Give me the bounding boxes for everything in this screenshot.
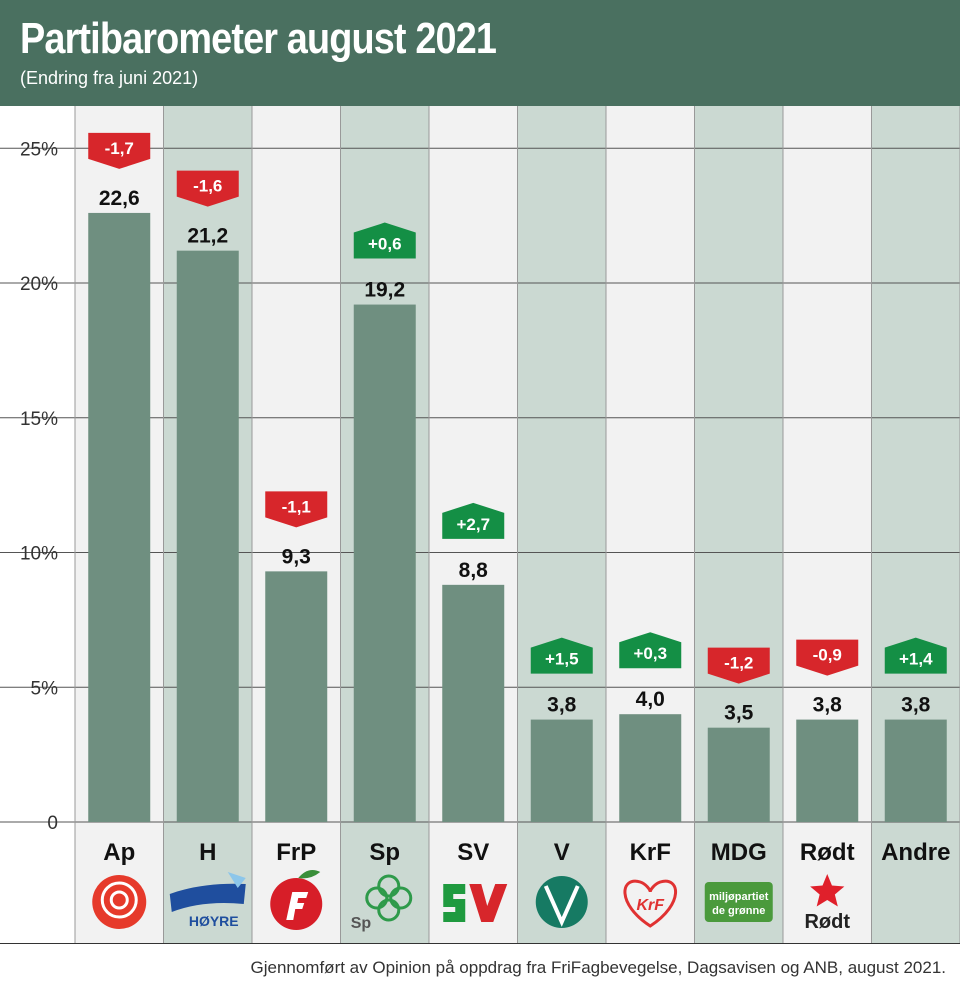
bar [88, 212, 151, 822]
bar [619, 714, 682, 822]
value-label: 4,0 [636, 688, 665, 711]
change-badge [707, 647, 770, 684]
y-tick-label: 10% [20, 544, 58, 565]
change-badge [88, 132, 151, 169]
rodt-star-icon: Rødt [804, 874, 850, 933]
sv-logo-icon [443, 884, 508, 922]
bar-chart: 0 5% 10% 15% 20% 25% 22,6 -1,7 Ap 21,2 -1,6 H 9,3 -1,… [0, 106, 960, 944]
category-label: Sp [369, 839, 400, 866]
change-label: +2,7 [456, 515, 490, 534]
category-label: V [554, 839, 570, 866]
change-label: +1,4 [899, 650, 933, 669]
sp-logo-text: Sp [351, 915, 372, 932]
bar [796, 719, 859, 822]
hoyre-flag [227, 872, 246, 888]
mdg-logo-icon: miljøpartiet de grønne [704, 882, 773, 922]
sp-clover-leaf [365, 886, 389, 910]
y-tick-label: 15% [20, 409, 58, 430]
change-label: +0,3 [633, 644, 667, 663]
category-label: Rødt [800, 839, 855, 866]
bar [884, 719, 947, 822]
ap-rose-icon [92, 875, 147, 929]
bar [265, 571, 328, 822]
change-label: -1,6 [193, 177, 222, 196]
change-label: -1,1 [282, 497, 311, 516]
hoyre-logo-icon: HØYRE [169, 872, 246, 929]
chart-header: Partibarometer august 2021 (Endring fra … [0, 0, 960, 106]
bar [707, 727, 770, 822]
change-label: -1,2 [724, 654, 753, 673]
change-badge [442, 502, 505, 539]
hoyre-wave [169, 883, 246, 912]
mdg-logo-box [704, 882, 773, 922]
hoyre-logo-text: HØYRE [189, 913, 239, 929]
value-label: 9,3 [282, 545, 311, 568]
y-tick-label: 20% [20, 274, 58, 295]
krf-logo-text: KrF [636, 897, 665, 914]
sp-clover-leaf [377, 874, 401, 898]
sp-clover-leaf [389, 886, 413, 910]
change-badge [884, 637, 947, 674]
frp-apple-f [286, 892, 309, 920]
krf-heart [623, 879, 677, 928]
y-tick-label: 5% [31, 678, 59, 699]
sv-logo-s [443, 884, 466, 922]
ap-rose-petal [100, 881, 138, 919]
chart-subtitle: (Endring fra juni 2021) [20, 68, 199, 88]
frp-apple-icon [270, 870, 323, 930]
category-label: MDG [711, 839, 767, 866]
bar [353, 304, 416, 822]
value-label: 3,5 [724, 702, 754, 725]
y-tick-label: 25% [20, 139, 58, 160]
change-badge [176, 170, 239, 207]
category-label: SV [457, 839, 489, 866]
change-label: +0,6 [368, 235, 402, 254]
value-label: 22,6 [99, 187, 140, 210]
source-note: Gjennomført av Opinion på oppdrag fra Fr… [250, 958, 946, 977]
venstre-v-icon [535, 876, 588, 928]
value-label: 3,8 [547, 694, 577, 717]
change-badge [796, 639, 859, 676]
value-label: 19,2 [364, 279, 405, 302]
category-label: FrP [276, 839, 316, 866]
change-label: -0,9 [813, 646, 842, 665]
change-label: +1,5 [545, 650, 579, 669]
sp-clover-icon: Sp [351, 874, 413, 932]
value-label: 3,8 [813, 694, 843, 717]
y-axis-area [0, 106, 75, 944]
category-label: Andre [881, 839, 950, 866]
mdg-logo-line1: miljøpartiet [709, 891, 769, 903]
sv-logo-v [469, 884, 508, 922]
category-label: H [199, 839, 216, 866]
rodt-logo-text: Rødt [804, 911, 850, 933]
category-label: KrF [630, 839, 671, 866]
change-label: -1,7 [105, 139, 134, 158]
change-badge [265, 491, 328, 528]
krf-heart-icon: KrF [623, 879, 677, 928]
mdg-logo-line2: de grønne [712, 905, 765, 917]
sp-clover-leaf [377, 898, 401, 922]
bar [442, 584, 505, 822]
bar [530, 719, 593, 822]
change-badge [353, 222, 416, 259]
rodt-star [810, 874, 845, 907]
ap-rose-core [109, 890, 129, 910]
chart-title: Partibarometer august 2021 [20, 14, 497, 63]
venstre-v [543, 885, 580, 927]
value-label: 3,8 [901, 694, 931, 717]
change-badge [530, 637, 593, 674]
bar [176, 250, 239, 822]
change-badge [619, 632, 682, 669]
value-label: 8,8 [459, 559, 489, 582]
frp-apple-leaf [298, 870, 321, 879]
value-label: 21,2 [187, 225, 228, 248]
category-label: Ap [103, 839, 135, 866]
y-tick-label: 0 [47, 813, 58, 834]
